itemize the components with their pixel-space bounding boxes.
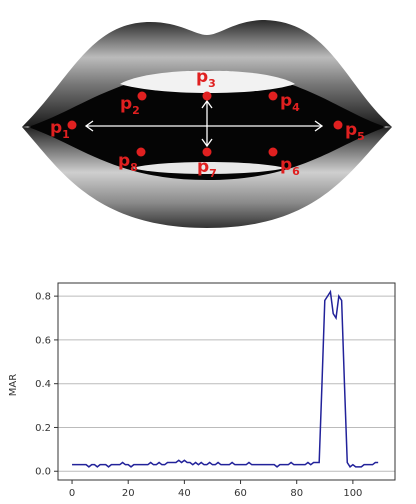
landmark-index: 6 xyxy=(292,165,300,178)
landmark-label: p8 xyxy=(118,151,138,174)
landmark-dot xyxy=(333,120,343,130)
landmark-dot xyxy=(137,91,147,101)
y-tick-label: 0.0 xyxy=(35,467,51,478)
landmark-label: p3 xyxy=(196,67,216,90)
y-tick-label: 0.4 xyxy=(35,379,51,390)
landmark-name: p xyxy=(197,157,209,177)
landmark-dot xyxy=(202,91,212,101)
y-tick-label: 0.8 xyxy=(35,292,51,303)
landmark-name: p xyxy=(118,151,130,171)
lips-illustration xyxy=(22,20,392,228)
landmark-index: 8 xyxy=(130,161,138,174)
landmark-name: p xyxy=(50,118,62,138)
landmark-index: 5 xyxy=(357,130,365,143)
y-tick-label: 0.2 xyxy=(35,423,51,434)
plot-frame xyxy=(57,282,396,481)
landmark-name: p xyxy=(345,120,357,140)
mar-chart: MAR 0.0 0.2 0.4 0.6 0.8 0 20 40 60 80 100 xyxy=(8,282,396,499)
landmark-dot xyxy=(268,147,278,157)
landmark-index: 4 xyxy=(292,101,300,114)
landmark-index: 1 xyxy=(62,128,70,141)
landmark-dot xyxy=(67,120,77,130)
landmark-index: 3 xyxy=(208,77,216,90)
y-axis-label: MAR xyxy=(8,374,19,396)
x-tick-label: 40 xyxy=(178,488,191,499)
landmark-name: p xyxy=(196,67,208,87)
data-line xyxy=(72,289,379,468)
y-tick-label: 0.6 xyxy=(35,335,51,346)
landmark-label: p2 xyxy=(120,94,140,117)
x-tick-label: 60 xyxy=(234,488,247,499)
x-tick-label: 0 xyxy=(69,488,75,499)
landmark-label: p5 xyxy=(345,120,365,143)
landmark-name: p xyxy=(280,155,292,175)
landmark-name: p xyxy=(280,91,292,111)
landmark-index: 7 xyxy=(209,167,217,180)
landmark-label: p1 xyxy=(50,118,70,141)
landmark-dot xyxy=(136,147,146,157)
landmark-name: p xyxy=(120,94,132,114)
landmark-index: 2 xyxy=(132,104,140,117)
landmark-dot xyxy=(202,147,212,157)
x-tick-label: 80 xyxy=(290,488,303,499)
landmark-label: p4 xyxy=(280,91,300,114)
landmark-label: p6 xyxy=(280,155,300,178)
landmark-label: p7 xyxy=(197,157,217,180)
x-tick-label: 100 xyxy=(343,488,362,499)
landmark-dot xyxy=(268,91,278,101)
x-tick-label: 20 xyxy=(122,488,135,499)
